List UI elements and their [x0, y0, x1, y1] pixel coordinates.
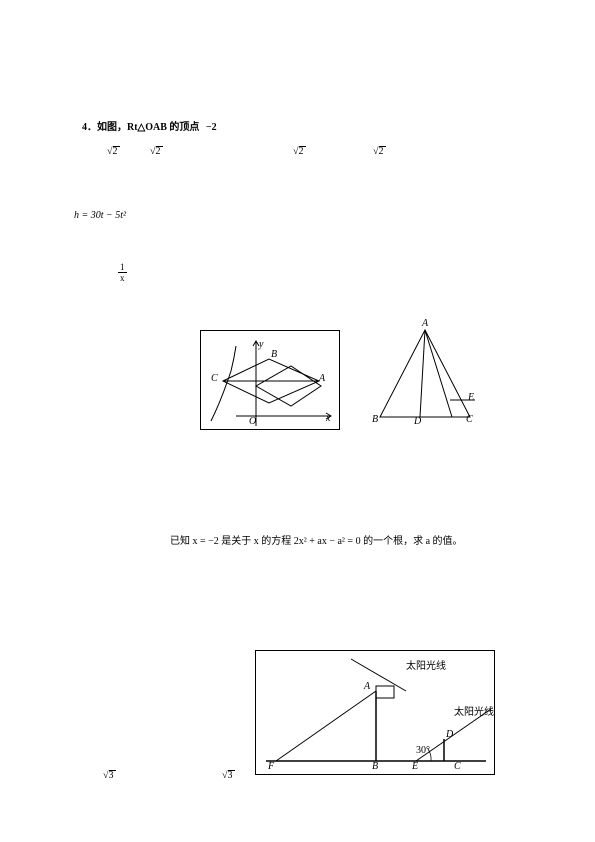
bottom-sqrt: 3 [108, 770, 116, 781]
figure-2: A B C D E [370, 322, 480, 430]
q15-formula: h = 30t − 5t² [74, 210, 126, 221]
figure-1: y x O B A C [200, 330, 340, 430]
q14-text: 4．如图，Rt△OAB 的顶点 −2 [82, 118, 217, 133]
fig3-angle: 30° [416, 745, 430, 756]
fig3-D: D [446, 729, 453, 740]
fig2-D: D [414, 416, 421, 427]
q14-opt-c: 2 [298, 146, 306, 157]
fraction: 1 x [118, 262, 127, 283]
fig3-B: B [372, 761, 378, 772]
fig2-C: C [466, 414, 473, 425]
q14-coord: −2 [206, 122, 217, 133]
fig1-y: y [259, 339, 263, 350]
fig2-E: E [468, 392, 474, 403]
fig1-C: C [211, 373, 218, 384]
q16-frac: 1 x [118, 262, 127, 283]
fig3-A: A [364, 681, 370, 692]
frac-den: x [118, 273, 127, 283]
fig1-B: B [271, 349, 277, 360]
fig3-C: C [454, 761, 461, 772]
fig3-E: E [412, 761, 418, 772]
page: 4．如图，Rt△OAB 的顶点 −2 2 2 2 2 h = 30t − 5t²… [0, 0, 595, 842]
q-middle: 已知 x = −2 是关于 x 的方程 2x² + ax − a² = 0 的一… [170, 532, 463, 547]
q14-opt-d: 2 [378, 146, 386, 157]
q14-opt-b: 2 [155, 146, 163, 157]
fig2-svg [370, 322, 480, 430]
q14-prefix: 4．如图，Rt△OAB 的顶点 [82, 122, 199, 133]
fig1-x: x [326, 413, 330, 424]
fig1-A: A [319, 373, 325, 384]
fig3-F: F [268, 761, 274, 772]
fig1-O: O [249, 416, 256, 427]
frac-num: 1 [118, 262, 127, 273]
q14-opt-a: 2 [112, 146, 120, 157]
sqrt-icon: 2 [379, 146, 386, 157]
fig3-sun2: 太阳光线 [454, 703, 494, 718]
fig2-B: B [372, 414, 378, 425]
fig3-sun1: 太阳光线 [406, 657, 446, 672]
sqrt-icon: 2 [299, 146, 306, 157]
fig2-A: A [422, 318, 428, 329]
bottom-sqrt-2: 3 [227, 770, 235, 781]
figure-3: 太阳光线 太阳光线 A F B E C D 30° [255, 650, 495, 775]
sqrt-icon: 3 [109, 770, 116, 781]
sqrt-icon: 2 [113, 146, 120, 157]
sqrt-icon: 3 [228, 770, 235, 781]
sqrt-icon: 2 [156, 146, 163, 157]
